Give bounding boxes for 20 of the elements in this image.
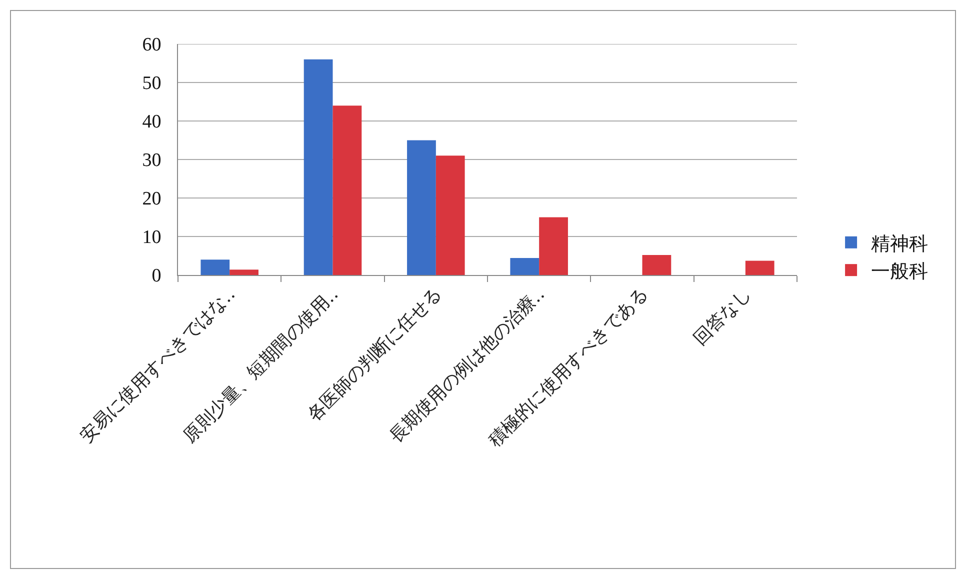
y-tick-label: 30 <box>142 150 162 172</box>
legend-label: 精神科 <box>871 234 928 255</box>
y-tick-label: 10 <box>142 227 162 248</box>
bar <box>332 106 362 275</box>
bar <box>510 258 540 275</box>
y-tick-label: 20 <box>142 188 162 210</box>
y-tick-label: 60 <box>142 34 162 56</box>
y-tick-label: 40 <box>142 112 162 133</box>
bar <box>407 140 436 275</box>
bar <box>436 156 465 275</box>
bar <box>745 260 774 275</box>
bar <box>539 217 568 275</box>
y-tick-label: 50 <box>142 73 162 94</box>
x-tick-label: 回答なし <box>690 284 755 349</box>
legend-label: 一般科 <box>871 261 928 282</box>
bar <box>304 59 333 275</box>
bar <box>642 254 672 275</box>
y-tick-label: 0 <box>152 266 162 287</box>
bar <box>200 260 230 275</box>
bar <box>230 270 258 275</box>
